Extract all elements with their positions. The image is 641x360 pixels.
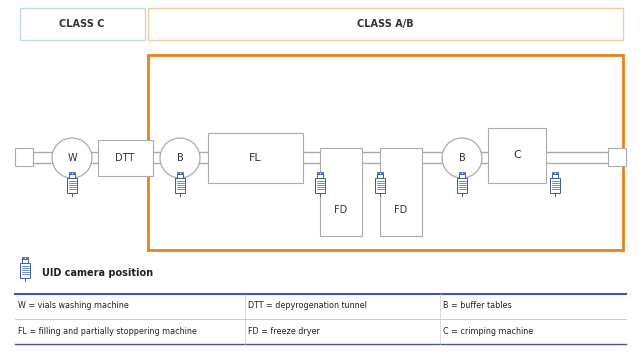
FancyBboxPatch shape — [20, 263, 30, 278]
FancyBboxPatch shape — [379, 171, 381, 174]
FancyBboxPatch shape — [315, 178, 325, 193]
FancyBboxPatch shape — [22, 259, 28, 263]
FancyBboxPatch shape — [24, 256, 26, 259]
FancyBboxPatch shape — [552, 174, 558, 178]
FancyBboxPatch shape — [463, 171, 465, 174]
Text: FD: FD — [335, 205, 347, 215]
Text: W = vials washing machine: W = vials washing machine — [18, 302, 129, 310]
FancyBboxPatch shape — [319, 171, 320, 174]
FancyBboxPatch shape — [377, 171, 378, 174]
FancyBboxPatch shape — [488, 128, 546, 183]
FancyBboxPatch shape — [74, 171, 75, 174]
FancyBboxPatch shape — [552, 171, 553, 174]
Text: W: W — [67, 153, 77, 163]
FancyBboxPatch shape — [459, 171, 460, 174]
FancyBboxPatch shape — [320, 148, 362, 236]
FancyBboxPatch shape — [556, 171, 558, 174]
FancyBboxPatch shape — [317, 171, 319, 174]
Text: CLASS C: CLASS C — [59, 19, 104, 29]
FancyBboxPatch shape — [554, 171, 556, 174]
FancyBboxPatch shape — [20, 8, 145, 40]
FancyBboxPatch shape — [377, 174, 383, 178]
FancyBboxPatch shape — [380, 148, 422, 236]
FancyBboxPatch shape — [22, 256, 24, 259]
Text: CLASS A/B: CLASS A/B — [356, 19, 413, 29]
FancyBboxPatch shape — [71, 171, 72, 174]
FancyBboxPatch shape — [462, 171, 463, 174]
Text: B: B — [177, 153, 183, 163]
Text: FD: FD — [394, 205, 408, 215]
FancyBboxPatch shape — [69, 174, 75, 178]
Text: FL = filling and partially stoppering machine: FL = filling and partially stoppering ma… — [18, 327, 197, 336]
FancyBboxPatch shape — [179, 171, 181, 174]
Text: UID camera position: UID camera position — [42, 268, 153, 278]
Circle shape — [52, 138, 92, 178]
Text: B = buffer tables: B = buffer tables — [443, 302, 512, 310]
FancyBboxPatch shape — [208, 133, 303, 183]
FancyBboxPatch shape — [98, 140, 153, 176]
Text: DTT: DTT — [115, 153, 135, 163]
FancyBboxPatch shape — [148, 8, 623, 40]
Text: C = crimping machine: C = crimping machine — [443, 327, 533, 336]
FancyBboxPatch shape — [15, 148, 33, 166]
FancyBboxPatch shape — [177, 174, 183, 178]
FancyBboxPatch shape — [177, 171, 178, 174]
Circle shape — [442, 138, 482, 178]
FancyBboxPatch shape — [322, 171, 323, 174]
Text: FD = freeze dryer: FD = freeze dryer — [248, 327, 320, 336]
Text: B: B — [458, 153, 465, 163]
FancyBboxPatch shape — [550, 178, 560, 193]
FancyBboxPatch shape — [608, 148, 626, 166]
Text: DTT = depyrogenation tunnel: DTT = depyrogenation tunnel — [248, 302, 367, 310]
Text: C: C — [513, 150, 521, 160]
FancyBboxPatch shape — [457, 178, 467, 193]
FancyBboxPatch shape — [181, 171, 183, 174]
FancyBboxPatch shape — [317, 174, 323, 178]
Text: FL: FL — [249, 153, 262, 163]
FancyBboxPatch shape — [69, 171, 71, 174]
FancyBboxPatch shape — [175, 178, 185, 193]
FancyBboxPatch shape — [67, 178, 77, 193]
FancyBboxPatch shape — [148, 55, 623, 250]
FancyBboxPatch shape — [26, 256, 28, 259]
FancyBboxPatch shape — [375, 178, 385, 193]
Circle shape — [160, 138, 200, 178]
FancyBboxPatch shape — [381, 171, 383, 174]
FancyBboxPatch shape — [459, 174, 465, 178]
